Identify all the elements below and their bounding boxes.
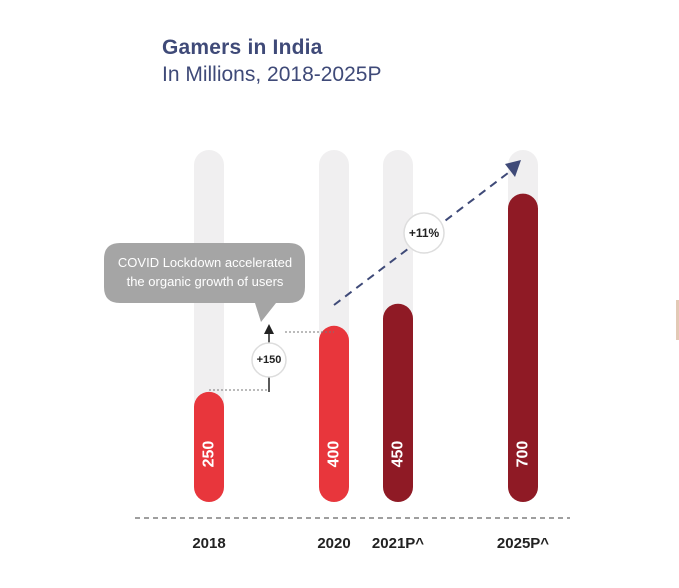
category-label: 2020 — [317, 535, 350, 552]
edge-mark — [676, 300, 679, 340]
bar — [508, 193, 538, 502]
bar — [194, 391, 224, 502]
increase-label: +150 — [257, 354, 282, 366]
chart-title: Gamers in India — [162, 36, 323, 59]
bar — [383, 303, 413, 502]
callout-bubble — [104, 243, 305, 322]
callout-line: the organic growth of users — [127, 274, 284, 289]
bar-value-label: 250 — [201, 441, 218, 468]
bar-value-label: 450 — [390, 441, 407, 468]
growth-label: +11% — [409, 226, 440, 240]
bar-value-label: 700 — [515, 441, 532, 468]
increase-badge — [251, 342, 287, 378]
bar — [319, 325, 349, 502]
growth-badge — [403, 212, 445, 254]
bar-value-label: 400 — [326, 441, 343, 468]
category-label: 2021P^ — [372, 535, 424, 552]
increase-arrow-head — [264, 324, 274, 334]
callout-line: COVID Lockdown accelerated — [118, 255, 292, 270]
growth-arrow-head — [505, 160, 521, 177]
growth-arrow-line — [333, 169, 513, 306]
chart-subtitle: In Millions, 2018-2025P — [162, 63, 382, 86]
category-label: 2018 — [192, 535, 225, 552]
category-label: 2025P^ — [497, 535, 549, 552]
